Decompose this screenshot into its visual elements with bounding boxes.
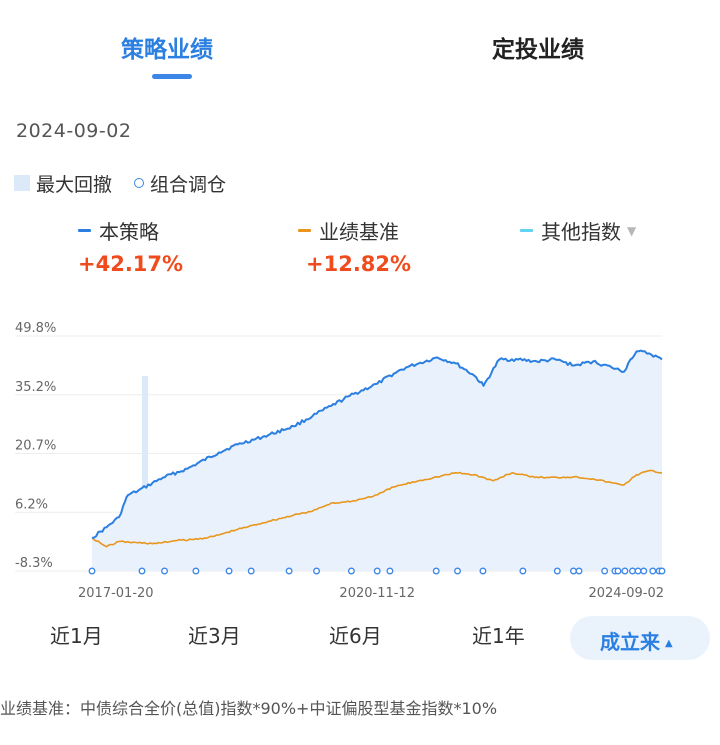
legend-strategy-label: 本策略 xyxy=(99,220,159,244)
x-axis-ticks: 2017-01-20 2020-11-12 2024-09-02 xyxy=(78,586,664,601)
legend-benchmark-label: 业绩基准 xyxy=(319,220,399,244)
rebalance-marker xyxy=(347,567,355,575)
drawdown-band xyxy=(141,376,149,571)
legend-benchmark[interactable]: 业绩基准 xyxy=(298,216,399,245)
performance-chart: 49.8% 35.2% 20.7% 6.2% -8.3% 2017-01-20 2020-… xyxy=(15,321,666,601)
rebalance-marker xyxy=(138,567,146,575)
range-1-month[interactable]: 近1月 xyxy=(50,624,103,648)
y-tick-label: 6.2% xyxy=(15,497,48,512)
y-tick-label: 35.2% xyxy=(15,380,56,395)
legend-strategy[interactable]: 本策略 xyxy=(78,216,159,245)
rebalance-label: 组合调仓 xyxy=(150,173,227,196)
other-index-line-icon xyxy=(520,229,533,232)
marker-legend: 最大回撤 组合调仓 xyxy=(14,171,227,196)
rebalance-marker xyxy=(601,567,609,575)
rebalance-marker xyxy=(649,567,657,575)
benchmark-return: +12.82% xyxy=(306,252,412,276)
rebalance-marker xyxy=(285,567,293,575)
rebalance-marker xyxy=(570,567,577,575)
tab-bar: 策略业绩 定投业绩 xyxy=(0,0,720,90)
rebalance-marker xyxy=(386,567,394,575)
rebalance-marker xyxy=(658,567,666,575)
strategy-line-icon xyxy=(78,229,91,232)
benchmark-line xyxy=(91,469,663,548)
rebalance-marker xyxy=(629,567,636,575)
drawdown-band-rect xyxy=(141,376,149,571)
strategy-area xyxy=(92,350,662,571)
y-tick-label: 49.8% xyxy=(15,321,56,336)
rebalance-marker xyxy=(621,567,629,575)
drawdown-square-icon xyxy=(14,175,30,191)
rebalance-marker xyxy=(479,567,487,575)
range-1-year[interactable]: 近1年 xyxy=(472,624,525,648)
rebalance-marker xyxy=(634,567,642,575)
x-tick-label: 2024-09-02 xyxy=(588,586,664,601)
rebalance-marker xyxy=(519,567,527,575)
range-3-months[interactable]: 近3月 xyxy=(188,624,241,648)
benchmark-footnote: 业绩基准：中债综合全价(总值)指数*90%+中证偏股型基金指数*10% xyxy=(0,699,498,718)
rebalance-marker xyxy=(225,567,233,575)
rebalance-marker xyxy=(313,567,321,575)
x-tick-label: 2017-01-20 xyxy=(78,586,154,601)
rebalance-marker xyxy=(373,567,381,575)
tab-strategy-performance[interactable]: 策略业绩 xyxy=(121,37,213,63)
rebalance-marker xyxy=(614,567,622,575)
benchmark-line-icon xyxy=(298,229,311,232)
x-tick-label: 2020-11-12 xyxy=(339,586,415,601)
caret-up-icon: ▲ xyxy=(665,638,673,649)
rebalance-circle-icon xyxy=(134,178,145,188)
legend-other-label: 其他指数 xyxy=(541,220,621,244)
strategy-line xyxy=(91,349,663,539)
caret-down-icon[interactable]: ▼ xyxy=(627,223,637,238)
y-tick-label: 20.7% xyxy=(15,439,56,454)
rebalance-markers xyxy=(88,567,666,575)
rebalance-marker xyxy=(454,567,461,575)
rebalance-marker xyxy=(88,567,96,575)
y-tick-label: -8.3% xyxy=(15,556,53,571)
rebalance-marker xyxy=(192,567,200,575)
drawdown-label: 最大回撤 xyxy=(36,173,113,196)
strategy-return: +42.17% xyxy=(78,252,184,276)
range-6-months[interactable]: 近6月 xyxy=(329,624,382,648)
rebalance-marker xyxy=(161,567,168,575)
rebalance-marker xyxy=(432,567,440,575)
rebalance-marker xyxy=(575,567,583,575)
range-since-inception-button[interactable] xyxy=(570,616,710,660)
range-since-inception-text: 成立来 xyxy=(600,630,660,654)
legend-other-index[interactable]: 其他指数 ▼ xyxy=(520,216,636,245)
rebalance-marker xyxy=(640,567,648,575)
y-axis-ticks: 49.8% 35.2% 20.7% 6.2% -8.3% xyxy=(15,321,56,571)
rebalance-marker xyxy=(247,567,255,575)
current-date: 2024-09-02 xyxy=(16,120,132,142)
rebalance-marker xyxy=(553,567,561,575)
tab-dca-performance[interactable]: 定投业绩 xyxy=(492,37,584,63)
active-tab-indicator xyxy=(152,74,192,79)
range-since-inception-label[interactable]: 成立来 ▲ xyxy=(600,626,673,655)
